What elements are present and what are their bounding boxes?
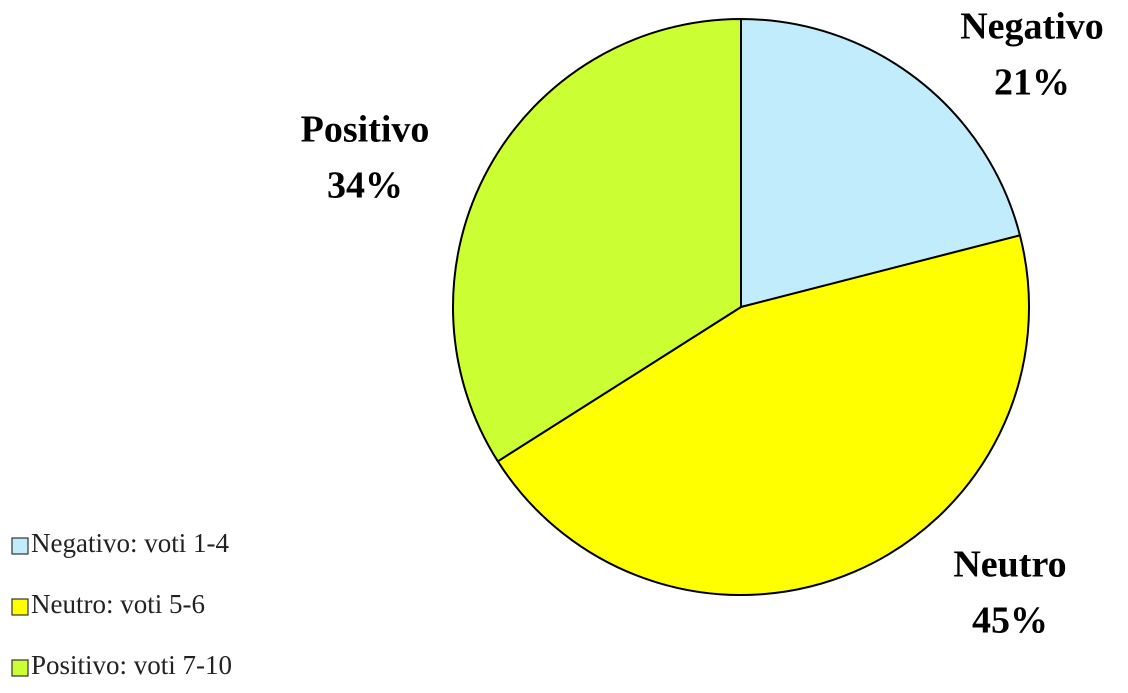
pie-slice	[452, 18, 742, 463]
legend-label: Positivo: voti 7-10	[31, 650, 232, 680]
legend-swatch	[11, 659, 29, 677]
slice-category-label: Positivo	[301, 109, 430, 151]
legend-label: Negativo: voti 1-4	[31, 528, 229, 558]
slice-value-label: 21%	[994, 62, 1070, 104]
slice-category-label: Neutro	[953, 544, 1066, 586]
legend-label: Neutro: voti 5-6	[31, 589, 205, 619]
slice-value-label: 45%	[972, 600, 1048, 642]
legend-swatch	[11, 598, 29, 616]
slice-category-label: Negativo	[960, 6, 1104, 48]
legend-swatch	[11, 537, 29, 555]
slice-value-label: 34%	[327, 165, 403, 207]
pie-slice	[496, 234, 1030, 596]
pie-slice	[740, 18, 1021, 308]
